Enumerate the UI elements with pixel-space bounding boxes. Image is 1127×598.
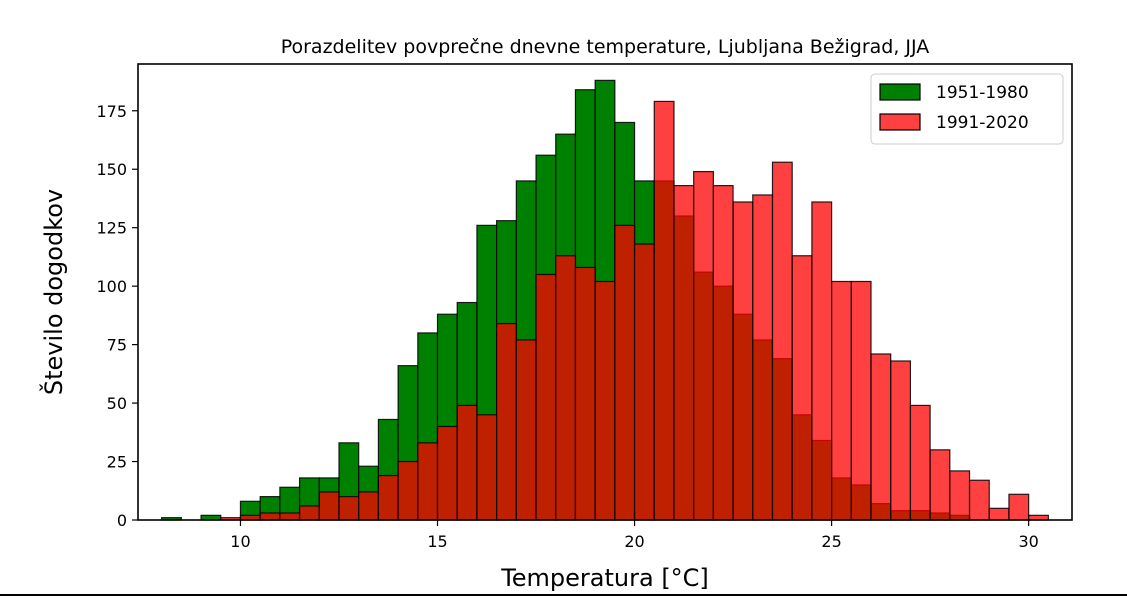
- legend-label: 1951-1980: [936, 83, 1029, 103]
- histogram-bar: [476, 414, 498, 521]
- y-tick-label: 175: [96, 102, 127, 121]
- legend-swatch: [879, 113, 921, 131]
- y-axis-label: Število dogodkov: [38, 189, 68, 395]
- histogram-bar: [909, 404, 931, 521]
- histogram-bar: [338, 496, 360, 521]
- histogram-bar: [771, 161, 793, 521]
- histogram-bar: [988, 507, 1010, 521]
- histogram-bar: [436, 425, 458, 521]
- histogram-bar: [850, 280, 872, 521]
- y-tick-label: 50: [107, 394, 127, 413]
- x-tick-label: 25: [821, 532, 841, 551]
- histogram-bar: [574, 266, 596, 521]
- histogram-bar: [259, 512, 281, 521]
- y-tick-label: 25: [107, 453, 127, 472]
- x-tick-label: 10: [230, 532, 250, 551]
- histogram-bar: [712, 185, 734, 521]
- histogram-bar: [811, 201, 833, 521]
- histogram-bar: [496, 322, 517, 521]
- histogram-bar: [693, 170, 714, 521]
- legend-label: 1991-2020: [936, 113, 1029, 133]
- histogram-bar: [929, 449, 951, 521]
- histogram-bar: [791, 255, 813, 521]
- bottom-divider: [0, 594, 1127, 596]
- histogram-bar: [752, 194, 774, 521]
- x-tick-label: 20: [624, 532, 644, 551]
- histogram-bar: [515, 339, 537, 521]
- axis-ticks: 10 15 20 25 30 0 25 50 75 100 125 150 175: [96, 102, 1038, 551]
- histogram-bar: [673, 185, 695, 521]
- histogram-bar: [653, 100, 675, 521]
- histogram-bar: [397, 460, 419, 521]
- histogram-bar: [594, 280, 616, 521]
- histogram-bar: [318, 491, 340, 521]
- histogram-bar: [968, 479, 990, 521]
- histogram-bar: [614, 224, 636, 521]
- histogram-bar: [298, 505, 320, 521]
- y-tick-label: 100: [96, 277, 127, 296]
- plot-frame: [137, 63, 1073, 521]
- y-tick-label: 75: [107, 336, 127, 355]
- histogram-bar: [456, 404, 478, 521]
- chart-title: Porazdelitev povprečne dnevne temperatur…: [281, 36, 930, 58]
- y-tick-label: 0: [117, 511, 127, 530]
- x-axis-label: Temperatura [°C]: [500, 564, 709, 592]
- histogram-bar: [555, 255, 577, 521]
- legend-swatch: [879, 83, 921, 101]
- plot-area: [161, 79, 1049, 521]
- y-tick-label: 125: [96, 219, 127, 238]
- legend: 1951-1980 1991-2020: [870, 73, 1064, 145]
- histogram-bar: [831, 280, 852, 521]
- histogram-bar: [732, 201, 754, 521]
- histogram-bar: [890, 360, 912, 521]
- histogram-bar: [358, 491, 379, 521]
- y-tick-label: 150: [96, 160, 127, 179]
- series-1991-2020: [220, 100, 1049, 521]
- x-tick-label: 15: [427, 532, 447, 551]
- histogram-bar: [377, 474, 399, 521]
- histogram-bar: [870, 353, 892, 521]
- x-tick-label: 30: [1018, 532, 1038, 551]
- histogram-bar: [949, 470, 971, 521]
- histogram-bar: [633, 243, 655, 521]
- histogram-bar: [417, 442, 439, 521]
- histogram-bar: [279, 512, 301, 521]
- histogram-bar: [1008, 493, 1030, 521]
- histogram-bar: [535, 273, 557, 521]
